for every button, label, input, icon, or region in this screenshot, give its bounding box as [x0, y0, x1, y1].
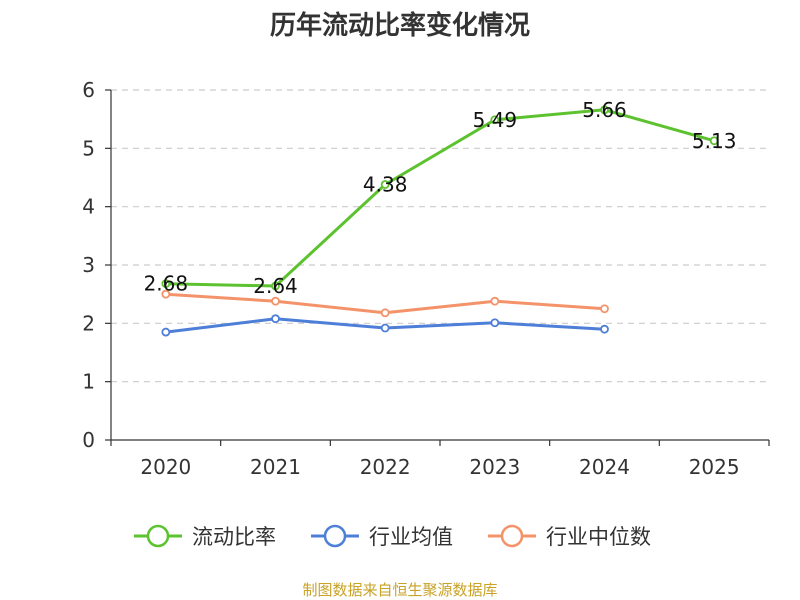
data-label: 2.64 [253, 274, 298, 298]
data-point-2 [161, 289, 171, 299]
y-tick-label: 3 [82, 253, 95, 277]
x-tick-label: 2021 [250, 455, 301, 479]
data-point-1 [600, 324, 609, 334]
y-tick-label: 5 [82, 136, 95, 160]
data-point-1 [271, 314, 280, 324]
grid [111, 89, 769, 383]
x-tick-label: 2023 [469, 455, 520, 479]
y-tick-label: 1 [82, 370, 95, 394]
legend-marker-0 [146, 524, 170, 548]
data-point-0 [271, 281, 280, 291]
y-tick-label: 0 [82, 428, 95, 452]
data-point-0 [490, 115, 500, 125]
data-point-0 [709, 136, 719, 146]
data-point-1 [490, 318, 500, 328]
data-point-2 [380, 308, 390, 318]
y-tick-label: 2 [82, 311, 95, 335]
data-point-1 [380, 323, 390, 333]
series-line-0 [165, 108, 715, 288]
data-point-0 [600, 105, 609, 115]
x-tick-label: 2020 [140, 455, 191, 479]
data-label: 5.49 [473, 108, 518, 132]
legend-label-1: 行业均值 [369, 525, 453, 549]
data-label: 5.66 [582, 98, 627, 122]
data-point-1 [161, 327, 171, 337]
data-point-2 [490, 296, 500, 306]
data-point-0 [380, 180, 390, 189]
chart-title: 历年流动比率变化情况 [270, 10, 530, 41]
x-tick-label: 2024 [579, 455, 630, 479]
data-label: 2.68 [144, 272, 189, 296]
data-point-2 [600, 304, 609, 314]
source-note: 制图数据来自恒生聚源数据库 [302, 581, 497, 599]
data-point-2 [271, 296, 280, 306]
data-label: 4.38 [363, 173, 408, 197]
legend-marker-2 [500, 524, 524, 548]
y-tick-label: 4 [82, 195, 95, 219]
legend-marker-1 [323, 524, 347, 548]
data-point-0 [161, 279, 171, 289]
x-tick-label: 2025 [689, 455, 740, 479]
legend: 流动比率 行业均值 行业中位数 [134, 524, 651, 549]
data-label: 5.13 [692, 129, 737, 153]
data-labels: 2.68 2.64 4.38 5.49 5.66 5.13 [144, 98, 737, 298]
series [161, 105, 719, 337]
legend-label-2: 行业中位数 [546, 525, 651, 549]
x-tick-label: 2022 [360, 455, 411, 479]
legend-label-0: 流动比率 [192, 525, 276, 549]
y-tick-label: 6 [82, 78, 95, 102]
axes: 0 1 2 3 4 5 6 2020 2021 2022 2023 2024 2025 [82, 78, 770, 479]
